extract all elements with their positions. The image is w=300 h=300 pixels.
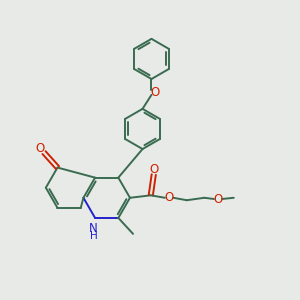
Text: O: O [35,142,44,155]
Text: O: O [149,163,158,176]
Text: O: O [213,193,223,206]
Text: H: H [90,231,98,242]
Text: O: O [151,86,160,99]
Text: N: N [89,222,98,235]
Text: O: O [164,191,174,204]
